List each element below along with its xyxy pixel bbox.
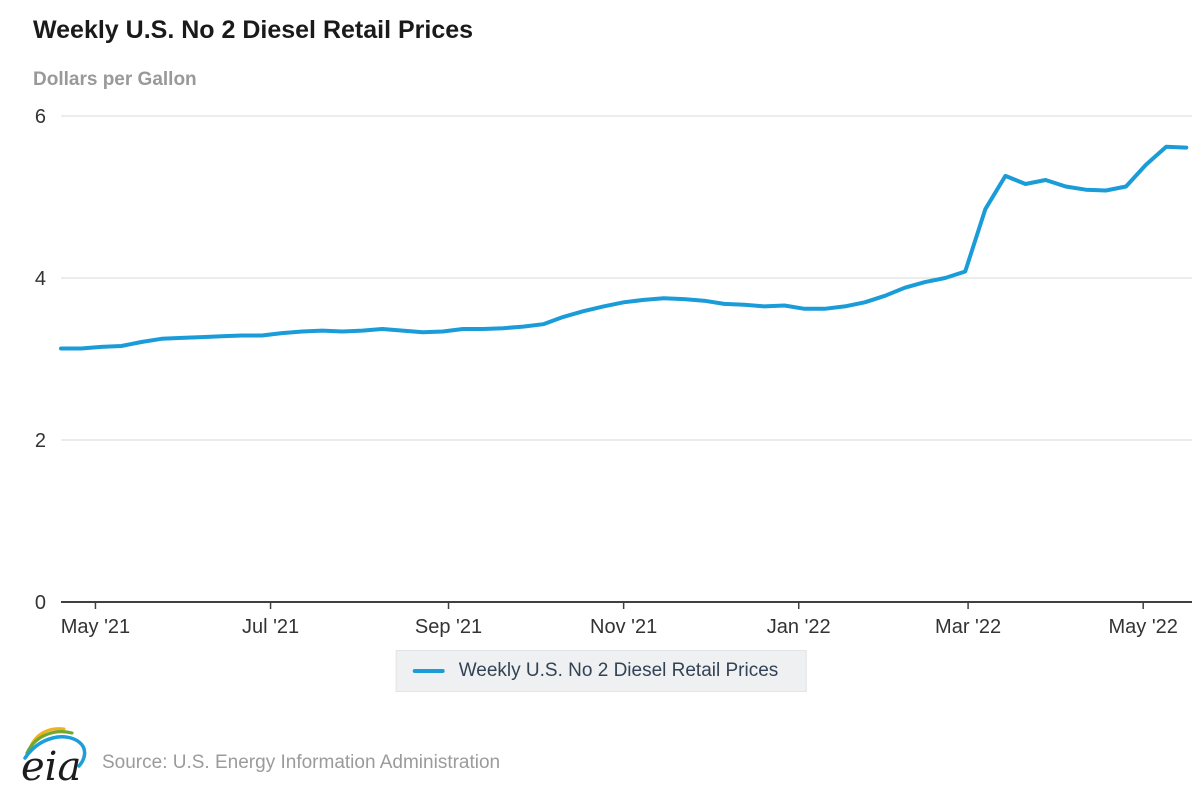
eia-logo: eia — [21, 727, 87, 788]
x-axis-tick-label: Jul '21 — [242, 616, 299, 638]
x-axis-tick-label: Nov '21 — [590, 616, 657, 638]
logo-swoosh-green — [25, 730, 74, 755]
y-axis-tick-label: 0 — [35, 592, 46, 614]
x-axis-tick-label: Jan '22 — [767, 616, 831, 638]
y-axis-tick-label: 4 — [35, 268, 46, 290]
legend-item-diesel[interactable]: Weekly U.S. No 2 Diesel Retail Prices — [412, 660, 779, 682]
diesel-price-line[interactable] — [59, 144, 1189, 351]
x-axis-tick-label: Mar '22 — [935, 616, 1001, 638]
x-axis-tick-label: May '21 — [61, 616, 130, 638]
y-axis-tick-label: 2 — [35, 430, 46, 452]
logo-text: eia — [21, 744, 81, 788]
legend: Weekly U.S. No 2 Diesel Retail Prices — [395, 650, 807, 692]
source-attribution: Source: U.S. Energy Information Administ… — [102, 752, 501, 773]
series-line-icon — [412, 669, 445, 673]
x-axis-tick-label: Sep '21 — [415, 616, 482, 638]
footer: eia Source: U.S. Energy Information Admi… — [18, 720, 500, 788]
y-axis-tick-label: 6 — [35, 106, 46, 128]
logo-swoosh-blue — [23, 735, 87, 768]
legend-label: Weekly U.S. No 2 Diesel Retail Prices — [458, 660, 779, 681]
y-axis-units-label: Dollars per Gallon — [33, 69, 197, 90]
x-axis-tick-label: May '22 — [1108, 616, 1177, 638]
page-title: Weekly U.S. No 2 Diesel Retail Prices — [33, 16, 474, 44]
